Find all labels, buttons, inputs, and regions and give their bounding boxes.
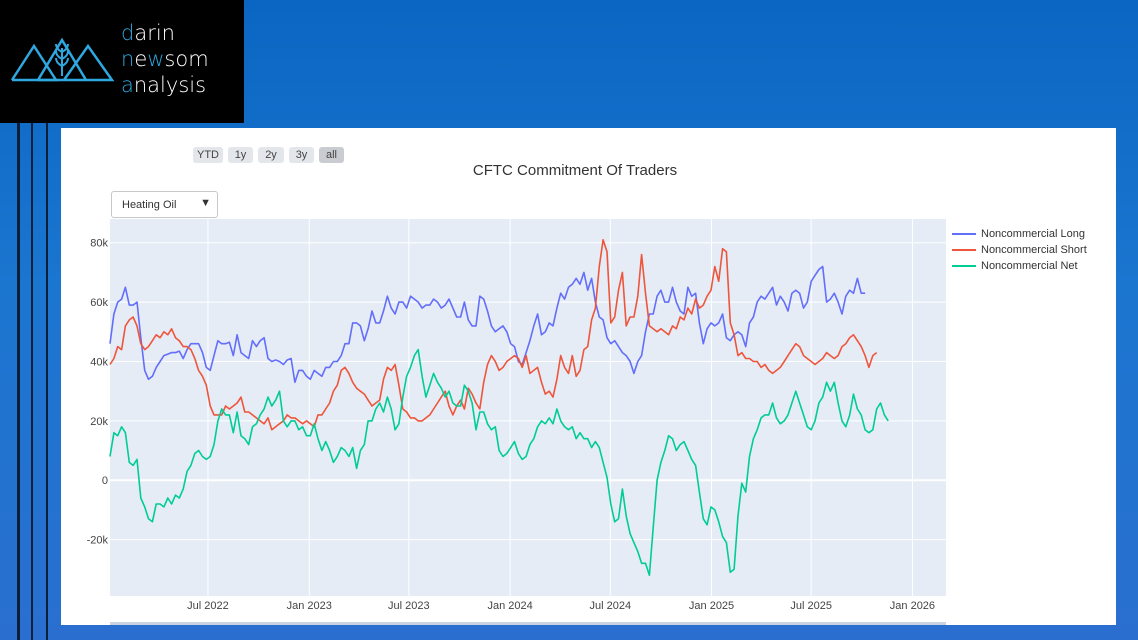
brand-logo: darin newsom analysis — [0, 0, 244, 123]
y-tick-label: 20k — [90, 416, 108, 428]
decorative-line — [31, 123, 33, 640]
y-tick-label: -20k — [87, 535, 109, 547]
legend-label: Noncommercial Net — [981, 260, 1078, 272]
legend-label: Noncommercial Long — [981, 228, 1085, 240]
legend-label: Noncommercial Short — [981, 244, 1087, 256]
range-slider-track[interactable] — [110, 622, 946, 625]
x-tick-label: Jan 2026 — [890, 600, 935, 612]
legend-swatch — [952, 233, 976, 235]
wheat-mountains-logo-icon — [10, 37, 115, 82]
decorative-line — [17, 123, 20, 640]
range-button-ytd[interactable]: YTD — [193, 147, 223, 163]
legend-item-short[interactable]: Noncommercial Short — [951, 242, 1087, 258]
range-button-all[interactable]: all — [319, 147, 344, 163]
legend-swatch — [952, 265, 976, 267]
legend-item-long[interactable]: Noncommercial Long — [951, 226, 1087, 242]
x-tick-label: Jan 2024 — [487, 600, 532, 612]
plot-area — [110, 219, 946, 596]
x-tick-label: Jul 2023 — [388, 600, 430, 612]
series-line-1 — [109, 239, 878, 431]
range-button-3y[interactable]: 3y — [289, 147, 314, 163]
x-tick-label: Jan 2025 — [689, 600, 734, 612]
commodity-dropdown[interactable]: Heating Oil ▼ — [111, 191, 218, 218]
x-tick-label: Jul 2022 — [187, 600, 229, 612]
dropdown-value: Heating Oil — [122, 199, 177, 211]
y-tick-label: 40k — [90, 356, 108, 368]
y-tick-label: 60k — [90, 297, 108, 309]
range-button-1y[interactable]: 1y — [228, 147, 253, 163]
y-tick-label: 0 — [102, 475, 108, 487]
range-button-2y[interactable]: 2y — [258, 147, 284, 163]
legend[interactable]: Noncommercial Long Noncommercial Short N… — [951, 226, 1087, 274]
x-tick-label: Jan 2023 — [287, 600, 332, 612]
brand-name: darin newsom analysis — [121, 21, 209, 97]
series-line-2 — [109, 348, 889, 577]
chart-title: CFTC Commitment Of Traders — [472, 162, 678, 179]
triangle-down-icon: ▼ — [200, 197, 211, 209]
x-tick-label: Jul 2025 — [790, 600, 832, 612]
y-tick-label: 80k — [90, 238, 108, 250]
series-line-0 — [109, 265, 866, 384]
legend-item-net[interactable]: Noncommercial Net — [951, 258, 1087, 274]
decorative-line — [46, 123, 48, 640]
legend-swatch — [952, 249, 976, 251]
x-tick-label: Jul 2024 — [589, 600, 631, 612]
